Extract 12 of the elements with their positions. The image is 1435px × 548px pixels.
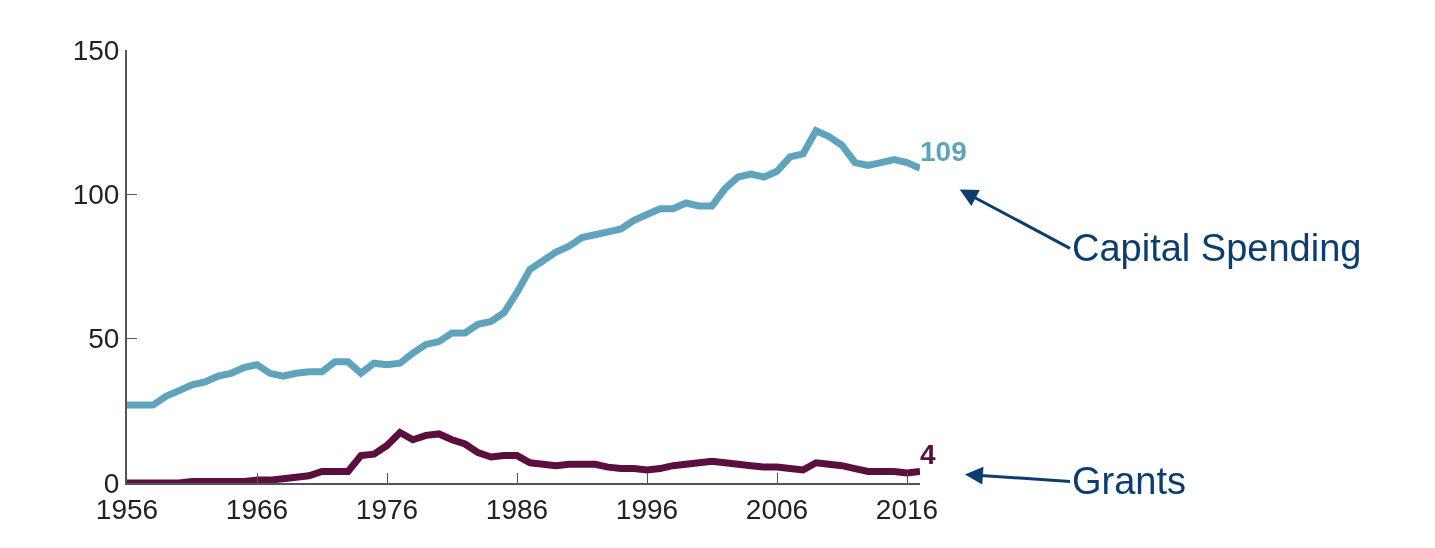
x-tick-label: 1966 [225,493,289,525]
x-tick-label: 1976 [355,493,419,525]
y-tick-label: 150 [72,34,120,66]
y-tick-label: 50 [88,323,120,355]
data-label: 109 [920,136,967,168]
annotation: Grants [1072,460,1187,502]
annotation: Capital Spending [1072,227,1362,269]
x-tick-label: 2016 [875,493,939,525]
x-tick-label: 2006 [745,493,809,525]
x-tick-label: 1996 [615,493,679,525]
x-tick-label: 1986 [485,493,549,525]
y-tick-label: 100 [72,179,120,211]
